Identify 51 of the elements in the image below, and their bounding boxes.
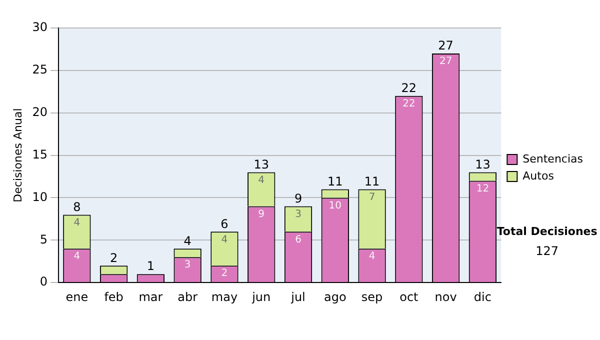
data-label: 3 bbox=[295, 208, 302, 220]
y-tick-label: 0 bbox=[40, 274, 48, 289]
total-label: 6 bbox=[220, 216, 228, 231]
total-label: 13 bbox=[254, 157, 270, 172]
x-tick-label: jun bbox=[251, 290, 271, 304]
x-tick-label: sep bbox=[361, 290, 383, 304]
data-label: 2 bbox=[221, 268, 228, 280]
annotation: Total Decisiones bbox=[496, 224, 598, 238]
total-label: 8 bbox=[73, 200, 81, 214]
data-label: 3 bbox=[184, 260, 191, 271]
x-tick-label: dic bbox=[474, 290, 492, 304]
y-tick-label: 20 bbox=[32, 104, 48, 119]
y-tick-label: 30 bbox=[32, 20, 48, 34]
data-label: 4 bbox=[221, 234, 228, 246]
data-label: 4 bbox=[74, 251, 80, 262]
x-tick-label: abr bbox=[178, 290, 198, 304]
x-tick-label: feb bbox=[104, 290, 124, 304]
y-tick-label: 10 bbox=[32, 190, 48, 204]
x-tick-label: jul bbox=[290, 290, 306, 304]
x-tick-label: oct bbox=[400, 290, 419, 304]
data-label: 12 bbox=[476, 183, 490, 194]
y-tick-label: 15 bbox=[32, 147, 48, 162]
x-tick-label: ago bbox=[324, 290, 346, 304]
data-label: 22 bbox=[402, 98, 416, 110]
legend-label: Autos bbox=[522, 169, 554, 182]
data-label: 4 bbox=[74, 217, 80, 228]
y-tick-label: 25 bbox=[32, 62, 48, 77]
total-label: 11 bbox=[364, 174, 380, 188]
data-label: 10 bbox=[328, 200, 342, 212]
x-tick-label: nov bbox=[434, 290, 457, 304]
y-axis-title: Decisiones Anual bbox=[11, 108, 24, 202]
total-label: 4 bbox=[184, 234, 192, 248]
data-label: 9 bbox=[258, 208, 265, 220]
data-label: 4 bbox=[368, 251, 376, 262]
x-tick-label: may bbox=[211, 290, 238, 304]
text: 127 bbox=[536, 244, 559, 258]
total-label: 9 bbox=[294, 191, 302, 206]
data-label: 4 bbox=[258, 174, 265, 186]
total-label: 27 bbox=[438, 38, 454, 53]
x-tick-label: mar bbox=[138, 290, 163, 304]
data-label: 7 bbox=[368, 192, 376, 203]
total-label: 13 bbox=[475, 157, 490, 172]
total-label: 22 bbox=[401, 81, 417, 96]
total-label: 2 bbox=[110, 250, 118, 265]
total-label: 1 bbox=[146, 259, 155, 274]
y-tick-label: 5 bbox=[40, 232, 48, 246]
total-label: 11 bbox=[328, 174, 343, 188]
x-tick-label: ene bbox=[66, 290, 88, 304]
data-label: 6 bbox=[295, 234, 302, 246]
legend-label: Sentencias bbox=[522, 152, 584, 166]
data-label: 27 bbox=[439, 56, 452, 68]
